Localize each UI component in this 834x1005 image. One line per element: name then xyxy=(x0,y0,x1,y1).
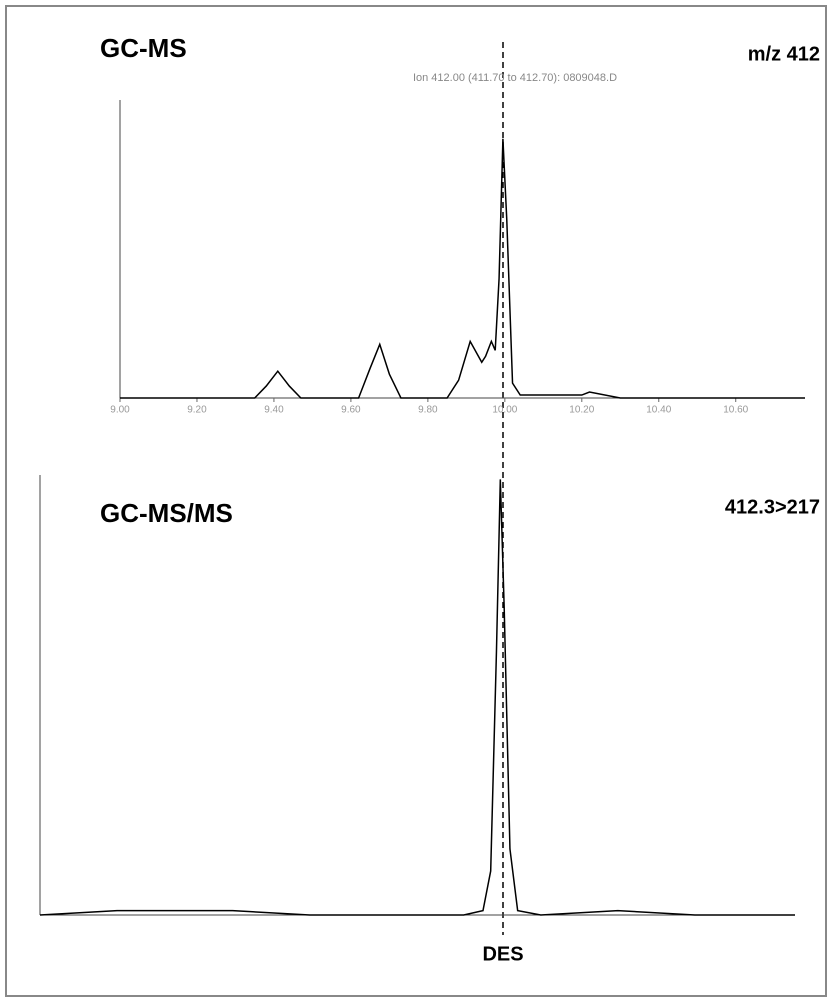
x-tick-label: 9.20 xyxy=(187,405,207,416)
x-tick-label: 10.60 xyxy=(723,405,748,416)
chart-subtitle: 412.3>217 xyxy=(725,496,820,518)
ion-label: Ion 412.00 (411.70 to 412.70): 0809048.D xyxy=(413,72,617,84)
chromatogram-line xyxy=(39,479,795,916)
x-tick-label: 10.40 xyxy=(646,405,671,416)
x-tick-label: 9.60 xyxy=(341,405,361,416)
compound-label: DES xyxy=(482,943,523,965)
x-tick-label: 10.20 xyxy=(569,405,594,416)
x-tick-label: 10.00 xyxy=(492,405,517,416)
x-tick-label: 9.00 xyxy=(110,405,130,416)
chart-subtitle: m/z 412 xyxy=(748,43,820,65)
chromatogram-line xyxy=(120,138,805,399)
x-tick-label: 9.40 xyxy=(264,405,284,416)
frame xyxy=(5,5,827,997)
x-tick-label: 9.80 xyxy=(418,405,438,416)
chart-title: GC-MS xyxy=(100,33,187,63)
chart-title: GC-MS/MS xyxy=(100,498,233,528)
